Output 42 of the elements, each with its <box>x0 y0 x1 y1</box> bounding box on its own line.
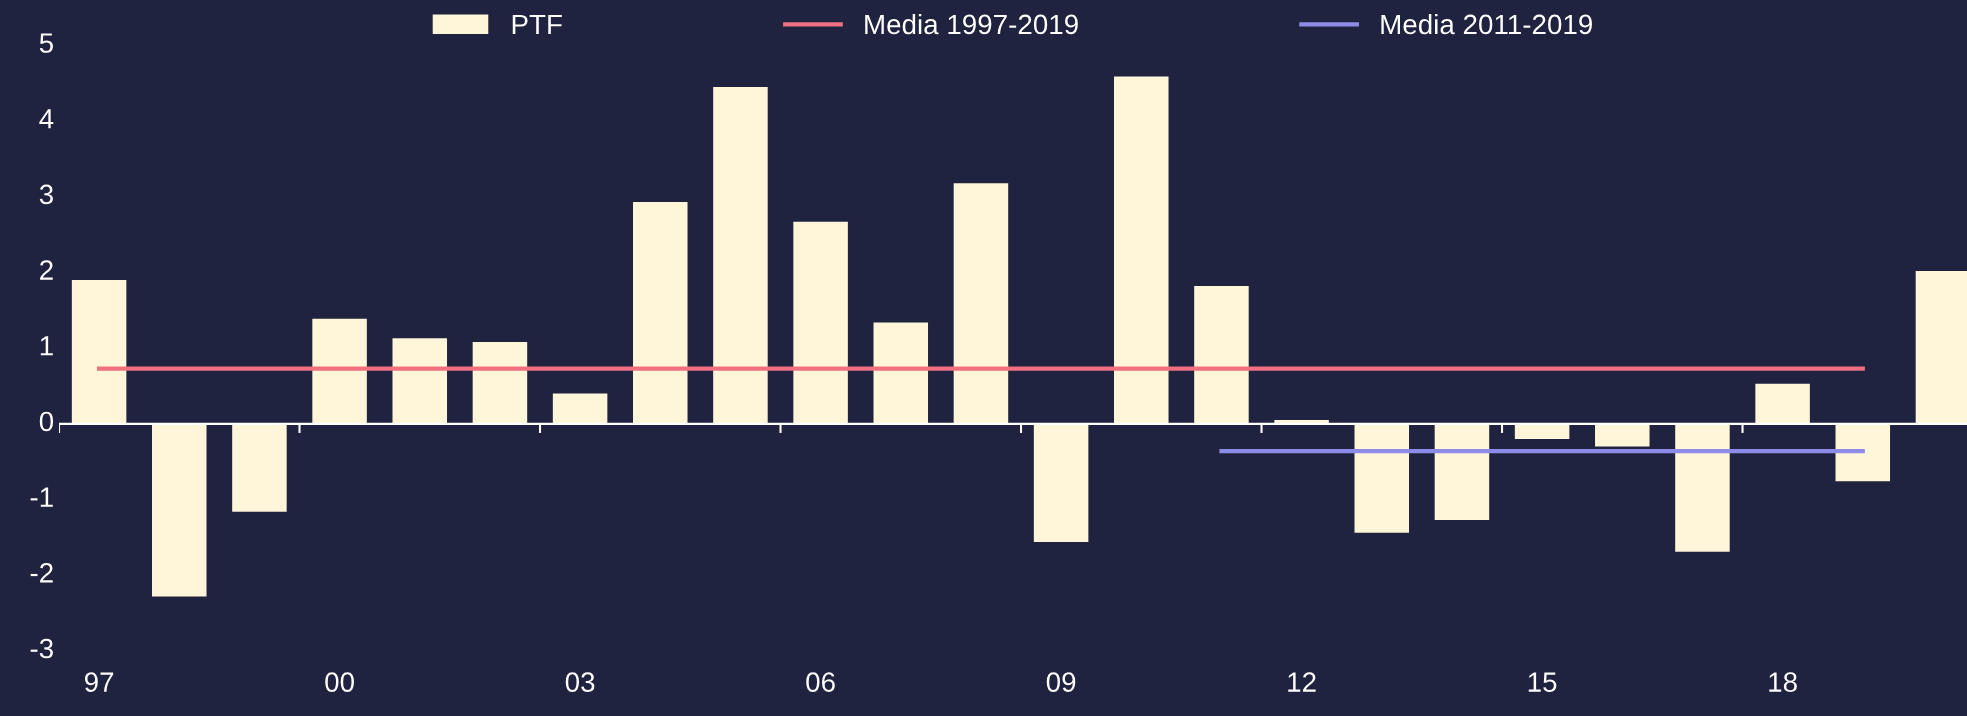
bar <box>1354 423 1410 533</box>
x-tick-label: 03 <box>565 672 595 692</box>
bar <box>1114 76 1169 424</box>
bar <box>793 221 848 424</box>
bar <box>472 342 528 424</box>
bar <box>713 87 768 424</box>
y-tick-label: 2 <box>40 260 53 280</box>
y-tick-label: 3 <box>39 184 53 205</box>
x-tick-label: 97 <box>84 672 114 692</box>
bar <box>633 202 688 424</box>
x-tick-label: 18 <box>1769 672 1797 692</box>
bar <box>392 338 448 424</box>
bar <box>232 423 287 512</box>
y-tick-label: 1 <box>40 336 53 356</box>
bar <box>1835 423 1891 482</box>
legend-label: Media 2011-2019 <box>1381 13 1592 35</box>
bar <box>1194 286 1249 424</box>
bar <box>1434 423 1490 520</box>
x-tick-label: 09 <box>1046 672 1076 692</box>
y-tick-label: 0 <box>39 411 54 432</box>
x-tick-label: 15 <box>1528 672 1557 692</box>
bar <box>953 183 1009 424</box>
bar <box>71 280 127 424</box>
x-tick-label: 06 <box>806 672 835 692</box>
bar <box>1514 423 1570 439</box>
y-tick-label: -1 <box>30 487 53 507</box>
x-tick-label: 00 <box>325 672 354 692</box>
legend-label: Media 1997-2019 <box>865 13 1078 35</box>
legend-label: PTF <box>512 14 562 35</box>
y-tick-label: 4 <box>39 109 54 129</box>
x-tick-label: 12 <box>1288 672 1316 692</box>
bar <box>873 322 929 424</box>
bar <box>312 318 367 424</box>
bar <box>1595 423 1650 447</box>
bar <box>552 393 608 424</box>
bar <box>1033 423 1089 542</box>
bar <box>1675 423 1730 552</box>
y-tick-label: 5 <box>39 33 53 53</box>
bar <box>152 423 207 597</box>
y-tick-label: -3 <box>30 638 53 659</box>
y-tick-label: -2 <box>30 563 53 583</box>
bar <box>1755 383 1810 424</box>
